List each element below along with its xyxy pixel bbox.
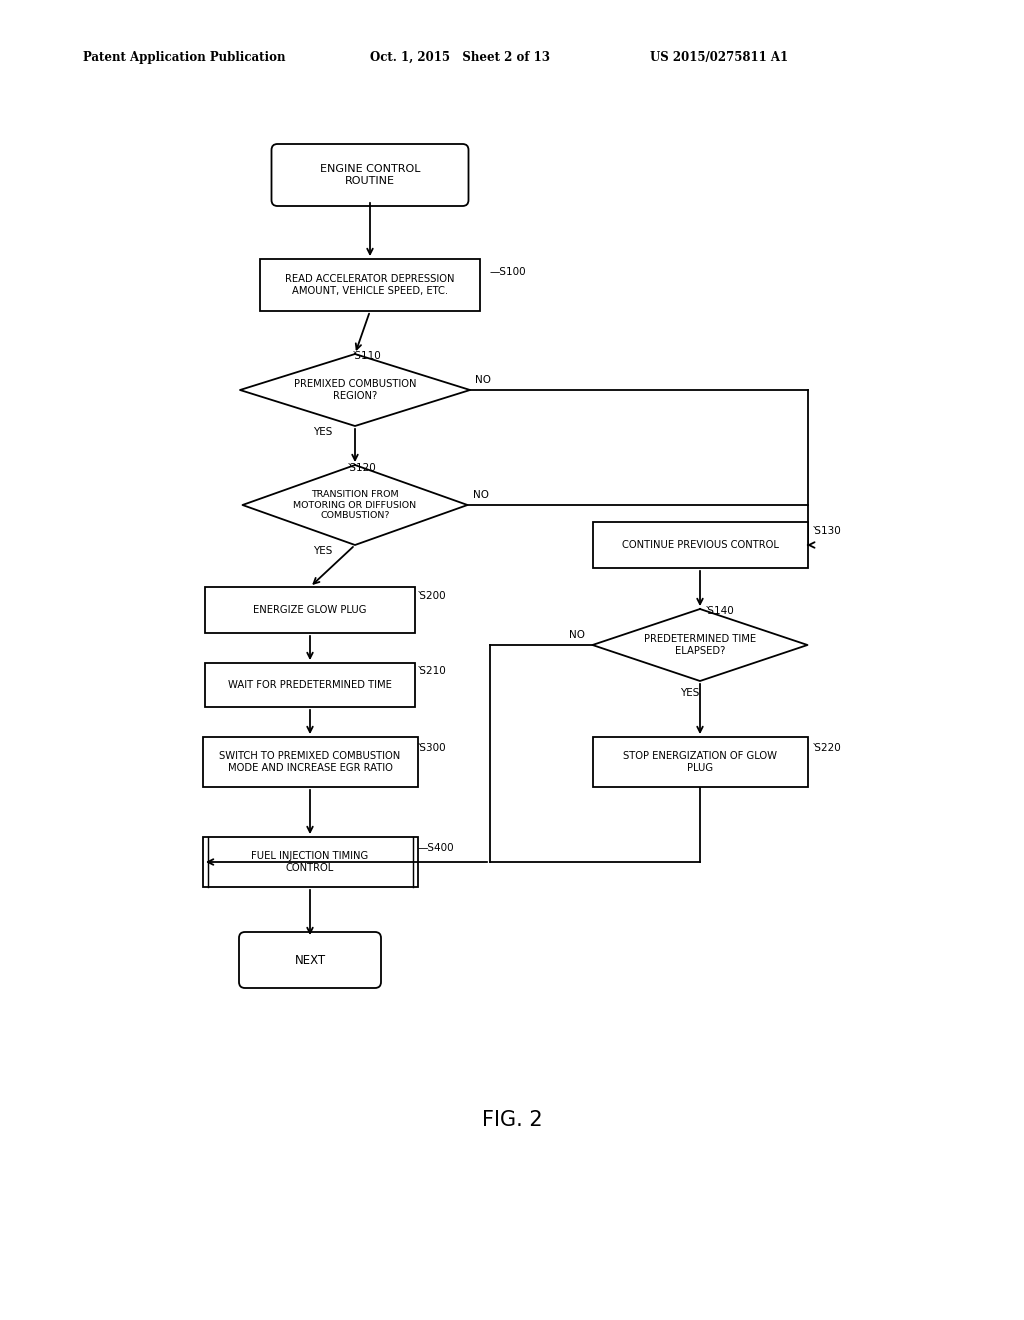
Text: PREMIXED COMBUSTION
REGION?: PREMIXED COMBUSTION REGION? [294, 379, 416, 401]
Text: YES: YES [313, 426, 333, 437]
Text: ‵S140: ‵S140 [706, 606, 735, 616]
FancyBboxPatch shape [271, 144, 469, 206]
Text: US 2015/0275811 A1: US 2015/0275811 A1 [650, 50, 788, 63]
Bar [203, 837, 418, 887]
Text: ‵S120: ‵S120 [348, 463, 377, 473]
Text: —S400: —S400 [418, 843, 455, 853]
Bar [593, 521, 808, 568]
Text: NEXT: NEXT [295, 953, 326, 966]
Text: PREDETERMINED TIME
ELAPSED?: PREDETERMINED TIME ELAPSED? [644, 634, 756, 656]
Bar [593, 737, 808, 787]
Polygon shape [243, 465, 468, 545]
Text: YES: YES [313, 546, 333, 556]
FancyBboxPatch shape [239, 932, 381, 987]
Text: NO: NO [473, 490, 489, 500]
Bar [203, 737, 418, 787]
Text: NO: NO [475, 375, 490, 385]
Bar [260, 259, 480, 312]
Text: —S100: —S100 [490, 267, 526, 277]
Text: YES: YES [680, 688, 699, 698]
Text: Oct. 1, 2015   Sheet 2 of 13: Oct. 1, 2015 Sheet 2 of 13 [370, 50, 550, 63]
Text: ENGINE CONTROL
ROUTINE: ENGINE CONTROL ROUTINE [319, 164, 420, 186]
Bar [205, 587, 415, 634]
Polygon shape [240, 354, 470, 426]
Text: CONTINUE PREVIOUS CONTROL: CONTINUE PREVIOUS CONTROL [622, 540, 778, 550]
Text: ‵S220: ‵S220 [813, 743, 842, 752]
Text: FUEL INJECTION TIMING
CONTROL: FUEL INJECTION TIMING CONTROL [251, 851, 369, 873]
Bar [205, 663, 415, 708]
Text: ‵S200: ‵S200 [418, 591, 446, 601]
Text: STOP ENERGIZATION OF GLOW
PLUG: STOP ENERGIZATION OF GLOW PLUG [623, 751, 777, 772]
Polygon shape [593, 609, 808, 681]
Text: ENERGIZE GLOW PLUG: ENERGIZE GLOW PLUG [253, 605, 367, 615]
Text: WAIT FOR PREDETERMINED TIME: WAIT FOR PREDETERMINED TIME [228, 680, 392, 690]
Text: ‵S110: ‵S110 [353, 351, 382, 360]
Text: ‵S210: ‵S210 [418, 667, 446, 676]
Text: ‵S300: ‵S300 [418, 743, 446, 752]
Text: FIG. 2: FIG. 2 [481, 1110, 543, 1130]
Text: READ ACCELERATOR DEPRESSION
AMOUNT, VEHICLE SPEED, ETC.: READ ACCELERATOR DEPRESSION AMOUNT, VEHI… [286, 275, 455, 296]
Text: NO: NO [569, 630, 585, 640]
Text: Patent Application Publication: Patent Application Publication [83, 50, 286, 63]
Text: TRANSITION FROM
MOTORING OR DIFFUSION
COMBUSTION?: TRANSITION FROM MOTORING OR DIFFUSION CO… [294, 490, 417, 520]
Text: SWITCH TO PREMIXED COMBUSTION
MODE AND INCREASE EGR RATIO: SWITCH TO PREMIXED COMBUSTION MODE AND I… [219, 751, 400, 772]
Text: ‵S130: ‵S130 [813, 525, 842, 536]
